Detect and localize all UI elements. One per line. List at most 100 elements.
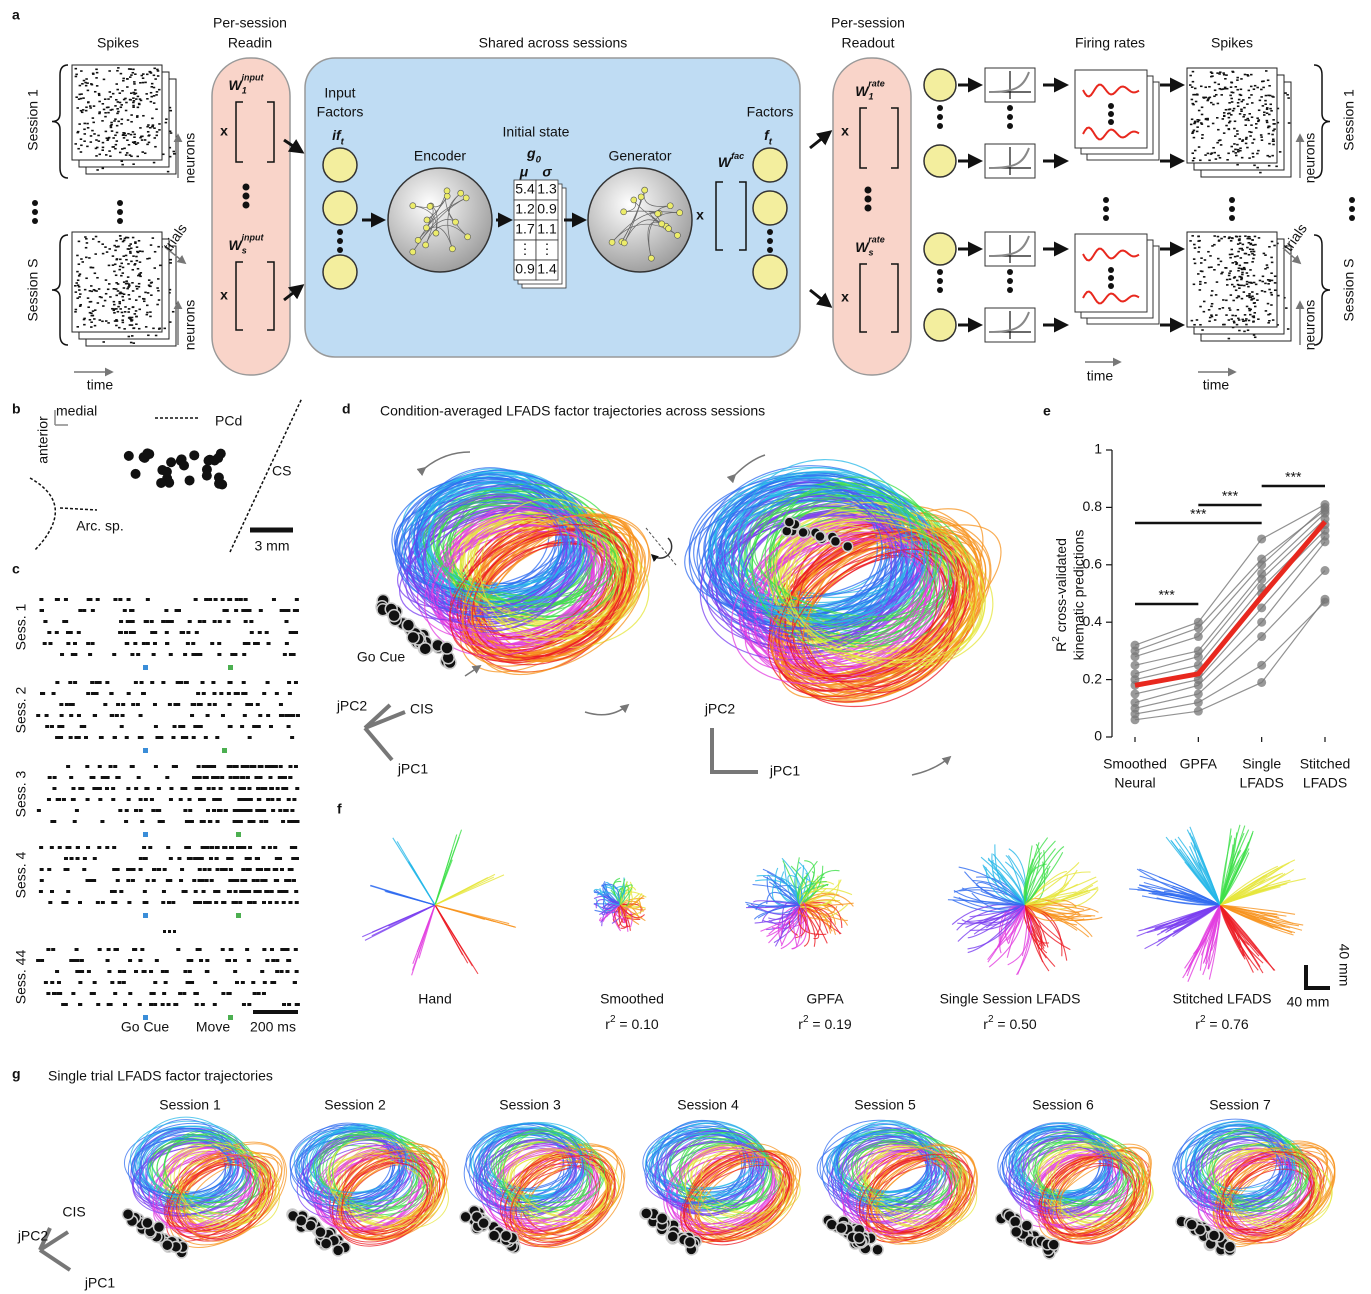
trajectory (500, 1128, 586, 1211)
reach-trajectory (799, 884, 829, 906)
spike (54, 631, 59, 634)
spike (1218, 308, 1221, 310)
spike (1273, 128, 1276, 130)
spike (1272, 143, 1275, 146)
spike (106, 139, 109, 142)
spike (74, 736, 79, 739)
spike (1228, 112, 1231, 115)
spike (108, 1003, 113, 1006)
spike (135, 246, 139, 248)
spike (100, 776, 105, 779)
move-marker (236, 913, 241, 918)
spike (96, 169, 99, 171)
label: jPC1 (84, 1275, 116, 1291)
label: Sess. 4 (13, 851, 29, 898)
spike (1260, 88, 1263, 91)
label: Firing rates (1075, 35, 1145, 51)
session-point (1193, 689, 1203, 699)
trajectory (331, 1160, 446, 1232)
spike (1264, 282, 1267, 285)
spike (241, 846, 246, 849)
spike (268, 725, 273, 728)
spike (1248, 113, 1252, 115)
spike (1268, 313, 1272, 315)
spike (126, 78, 129, 80)
spike (1198, 239, 1201, 242)
spike (143, 152, 147, 155)
spike (151, 237, 155, 239)
spike (200, 1003, 205, 1006)
spike (145, 879, 150, 882)
move-marker (228, 665, 233, 670)
spike (130, 879, 135, 882)
spike (212, 703, 217, 706)
sulcus-cs (229, 397, 303, 553)
spike (285, 609, 290, 612)
spike (121, 272, 125, 274)
spike (212, 620, 217, 623)
spike (114, 249, 117, 252)
spike (1228, 278, 1232, 281)
label: neurons (182, 300, 198, 351)
reach-trajectory (1219, 904, 1286, 928)
reach-trajectory (997, 869, 1026, 906)
rnn-node (665, 225, 672, 232)
spike (101, 141, 105, 144)
trajectory (422, 504, 618, 598)
spike (130, 74, 133, 76)
spike (1236, 243, 1240, 245)
math-base: W (718, 154, 733, 170)
spike (1261, 105, 1265, 107)
spike (118, 598, 123, 601)
spike (1268, 246, 1271, 248)
spike (1199, 283, 1202, 285)
ellipsis-dot (117, 200, 123, 206)
spike (1243, 268, 1246, 271)
spike (161, 901, 166, 904)
move-marker (222, 748, 227, 753)
spike (1191, 152, 1195, 155)
spike (261, 787, 266, 790)
spike (153, 631, 158, 634)
reach-trajectory (434, 836, 460, 906)
spike (212, 692, 217, 695)
spike (84, 81, 87, 84)
spike (1251, 252, 1254, 255)
session-point (1193, 623, 1203, 633)
spike (274, 692, 279, 695)
spike (111, 787, 116, 790)
matrix-value: 1.7 (515, 221, 535, 237)
scale-bar (1304, 965, 1330, 990)
spike (262, 981, 267, 984)
spike (124, 134, 127, 137)
trajectory (176, 1148, 277, 1238)
trajectory (432, 525, 598, 635)
spike (91, 692, 96, 695)
trajectory (436, 512, 606, 647)
spike (115, 246, 118, 248)
session-point (1193, 698, 1203, 708)
trajectory (175, 1163, 255, 1231)
spike (1256, 117, 1259, 120)
spike (1252, 316, 1256, 319)
spike (161, 890, 166, 893)
spike (113, 948, 118, 951)
spike (1248, 96, 1251, 99)
spike (1192, 283, 1196, 286)
spike (153, 267, 157, 269)
spike (76, 279, 80, 282)
spike (110, 121, 113, 124)
spike (150, 95, 153, 98)
spike (107, 98, 110, 100)
spike (69, 714, 74, 717)
go-cue-point (666, 1230, 679, 1243)
y-label-rest: cross-validated (1053, 538, 1069, 636)
spike (1202, 300, 1206, 303)
spike (259, 820, 264, 823)
spike (142, 901, 147, 904)
spike (1206, 99, 1209, 102)
spike (98, 736, 103, 739)
spike (105, 137, 109, 139)
spike (116, 703, 121, 706)
spike (1239, 257, 1243, 259)
